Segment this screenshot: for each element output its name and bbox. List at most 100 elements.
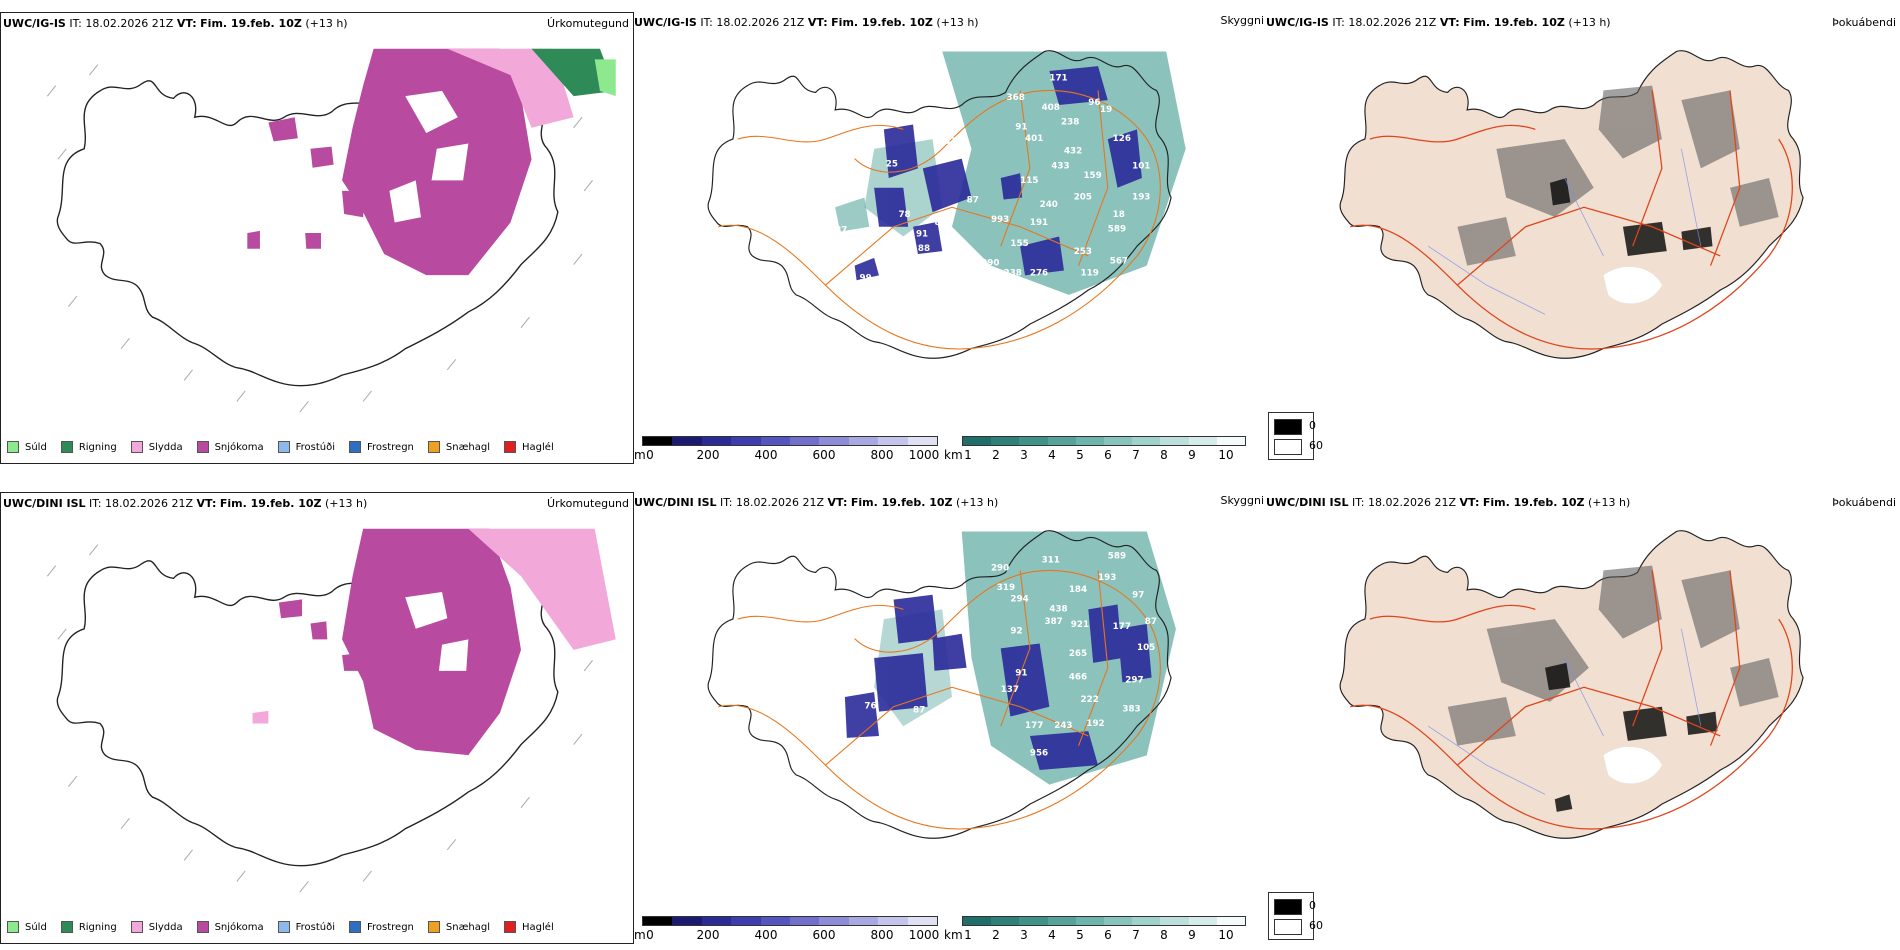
legend-snaehagl: Snæhagl xyxy=(427,921,490,933)
fog-indicator-panel-row2: UWC/DINI ISL IT: 18.02.2026 21Z VT: Fim.… xyxy=(1264,492,1900,942)
svg-text:567: 567 xyxy=(1110,257,1128,267)
fog-legend: 0 60 xyxy=(1268,892,1323,940)
svg-text:82: 82 xyxy=(898,254,910,264)
svg-text:159: 159 xyxy=(1083,171,1101,181)
svg-text:276: 276 xyxy=(1030,268,1048,278)
precip-type-panel-row2: UWC/DINI ISL IT: 18.02.2026 21Z VT: Fim.… xyxy=(0,492,634,944)
svg-text:222: 222 xyxy=(1081,695,1099,705)
fog-indicator-map xyxy=(1339,530,1804,839)
svg-text:137: 137 xyxy=(1001,685,1019,695)
svg-text:466: 466 xyxy=(1069,672,1087,682)
svg-text:18: 18 xyxy=(1113,210,1125,220)
visibility-panel-row2: UWC/DINI ISL IT: 18.02.2026 21Z VT: Fim.… xyxy=(634,494,1264,942)
panel-title: Úrkomutegund xyxy=(547,17,629,30)
legend-snjokoma: Snjókoma xyxy=(196,441,264,453)
svg-text:438: 438 xyxy=(1049,604,1067,614)
panel-header: UWC/IG-IS IT: 18.02.2026 21Z VT: Fim. 19… xyxy=(1266,16,1611,29)
svg-text:105: 105 xyxy=(1137,643,1155,653)
svg-text:368: 368 xyxy=(1007,93,1025,103)
svg-text:184: 184 xyxy=(1069,585,1087,595)
svg-text:319: 319 xyxy=(997,583,1015,593)
svg-text:115: 115 xyxy=(1020,176,1038,186)
svg-text:265: 265 xyxy=(1069,649,1087,659)
svg-text:387: 387 xyxy=(1045,617,1063,627)
svg-text:238: 238 xyxy=(1061,117,1079,127)
fog-legend: 0 60 xyxy=(1268,412,1323,460)
svg-text:171: 171 xyxy=(1049,74,1067,84)
svg-text:155: 155 xyxy=(1010,239,1028,249)
legend-frostregn: Frostregn xyxy=(349,921,414,933)
legend-frostudi: Frostúði xyxy=(277,921,335,933)
svg-text:91: 91 xyxy=(1015,122,1027,132)
legend-frostudi: Frostúði xyxy=(277,441,335,453)
svg-text:87: 87 xyxy=(835,226,847,236)
svg-text:191: 191 xyxy=(1030,218,1048,228)
svg-text:97: 97 xyxy=(944,137,956,147)
svg-text:97: 97 xyxy=(1132,591,1144,601)
svg-text:290: 290 xyxy=(991,563,1009,573)
visibility-panel-row1: UWC/IG-IS IT: 18.02.2026 21Z VT: Fim. 19… xyxy=(634,14,1264,462)
svg-text:79: 79 xyxy=(971,709,983,719)
visibility-map: 290 311 589 319 193 184 294 97 438 387 9… xyxy=(707,530,1176,839)
svg-text:238: 238 xyxy=(1004,268,1022,278)
svg-text:87: 87 xyxy=(1145,617,1157,627)
legend-sudd: Súld xyxy=(7,921,47,933)
precip-type-map xyxy=(46,528,616,893)
svg-text:408: 408 xyxy=(1042,103,1060,113)
svg-text:80: 80 xyxy=(934,218,946,228)
svg-text:177: 177 xyxy=(1113,622,1131,632)
legend-frostregn: Frostregn xyxy=(349,441,414,453)
legend-rigning: Rigning xyxy=(60,921,117,933)
panel-header: UWC/IG-IS IT: 18.02.2026 21Z VT: Fim. 19… xyxy=(3,17,348,30)
visibility-map: 368 171 96 91 408 238 19 401 432 126 19 … xyxy=(707,50,1186,359)
legend-sudd: Súld xyxy=(7,441,47,453)
precip-legend: Súld Rigning Slydda Snjókoma Frostúði Fr… xyxy=(7,921,554,933)
svg-text:42: 42 xyxy=(874,283,886,293)
svg-text:119: 119 xyxy=(1081,268,1099,278)
svg-text:99: 99 xyxy=(860,273,872,283)
svg-text:91: 91 xyxy=(916,229,928,239)
panel-header: UWC/DINI ISL IT: 18.02.2026 21Z VT: Fim.… xyxy=(3,497,368,510)
svg-text:193: 193 xyxy=(1132,192,1150,202)
svg-text:297: 297 xyxy=(1125,675,1143,685)
svg-text:121: 121 xyxy=(940,254,958,264)
fog-indicator-map xyxy=(1339,50,1804,359)
svg-text:956: 956 xyxy=(1030,748,1048,758)
panel-title: Skyggni xyxy=(1220,494,1264,507)
svg-text:993: 993 xyxy=(991,215,1009,225)
svg-text:243: 243 xyxy=(1054,721,1072,731)
svg-text:96: 96 xyxy=(1088,98,1100,108)
svg-text:433: 433 xyxy=(1051,161,1069,171)
svg-text:193: 193 xyxy=(1098,573,1116,583)
svg-text:78: 78 xyxy=(898,210,910,220)
svg-text:87: 87 xyxy=(967,195,979,205)
panel-title: Þokuábendi xyxy=(1832,496,1896,509)
svg-text:91: 91 xyxy=(1015,669,1027,679)
svg-text:432: 432 xyxy=(1064,147,1082,157)
svg-text:87: 87 xyxy=(913,706,925,716)
legend-haglel: Haglél xyxy=(504,921,554,933)
legend-haglel: Haglél xyxy=(504,441,554,453)
svg-text:294: 294 xyxy=(1010,595,1028,605)
legend-snaehagl: Snæhagl xyxy=(427,441,490,453)
svg-text:240: 240 xyxy=(1040,200,1058,210)
legend-slydda: Slydda xyxy=(130,441,183,453)
legend-slydda: Slydda xyxy=(130,921,183,933)
svg-text:311: 311 xyxy=(1042,556,1060,566)
svg-text:589: 589 xyxy=(1108,225,1126,235)
fog-indicator-panel-row1: UWC/IG-IS IT: 18.02.2026 21Z VT: Fim. 19… xyxy=(1264,12,1900,462)
panel-title: Þokuábendi xyxy=(1832,16,1896,29)
svg-text:19: 19 xyxy=(931,122,943,132)
legend-snjokoma: Snjókoma xyxy=(196,921,264,933)
precip-legend: Súld Rigning Slydda Snjókoma Frostúði Fr… xyxy=(7,441,554,453)
svg-text:177: 177 xyxy=(1025,721,1043,731)
panel-header: UWC/DINI ISL IT: 18.02.2026 21Z VT: Fim.… xyxy=(1266,496,1631,509)
legend-rigning: Rigning xyxy=(60,441,117,453)
svg-text:76: 76 xyxy=(864,702,876,712)
precip-type-panel-row1: UWC/IG-IS IT: 18.02.2026 21Z VT: Fim. 19… xyxy=(0,12,634,464)
svg-text:25: 25 xyxy=(886,159,898,169)
cloud-base-labels: 290 311 589 319 193 184 294 97 438 387 9… xyxy=(864,552,1157,759)
svg-text:192: 192 xyxy=(1086,719,1104,729)
svg-text:401: 401 xyxy=(1025,134,1043,144)
panel-header: UWC/IG-IS IT: 18.02.2026 21Z VT: Fim. 19… xyxy=(634,16,979,29)
